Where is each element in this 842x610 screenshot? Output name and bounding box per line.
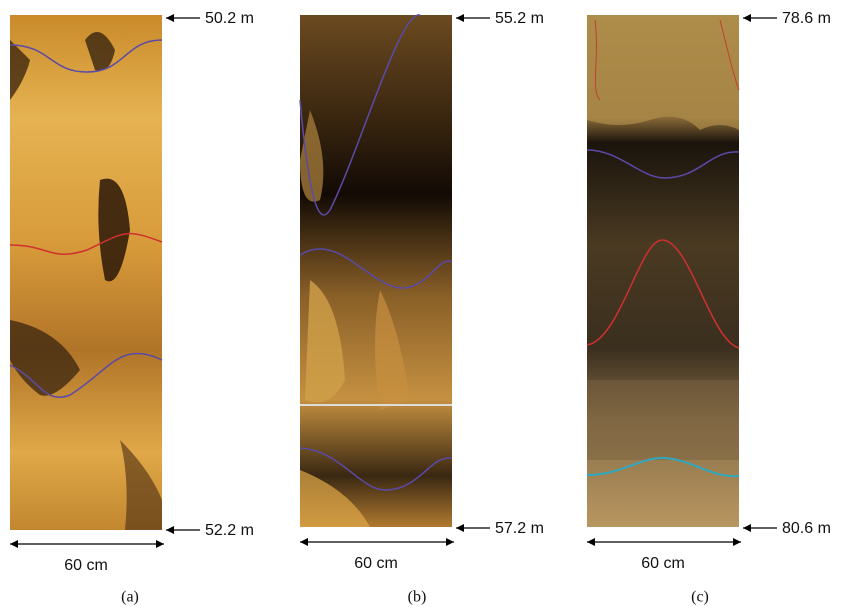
width-label: 60 cm (354, 555, 398, 572)
arrow-head (300, 538, 308, 546)
arrow-head (743, 14, 751, 22)
arrow-head (743, 524, 751, 532)
arrow-head (156, 540, 164, 548)
borehole-image-a (9, 15, 163, 530)
arrow-head (587, 538, 595, 546)
depth-label: 78.6 m (782, 10, 831, 27)
depth-label: 80.6 m (782, 520, 831, 537)
panel-caption: (c) (691, 589, 709, 606)
arrow-head (456, 524, 464, 532)
depth-label: 50.2 m (205, 10, 254, 27)
borehole-image-c (586, 15, 740, 527)
panel-caption: (a) (121, 589, 139, 606)
arrow-head (733, 538, 741, 546)
arrow-head (166, 14, 174, 22)
arrow-head (166, 526, 174, 534)
depth-label: 52.2 m (205, 522, 254, 539)
arrow-head (446, 538, 454, 546)
arrow-head (456, 14, 464, 22)
width-label: 60 cm (641, 555, 685, 572)
panel-caption: (b) (408, 589, 427, 606)
depth-label: 55.2 m (495, 10, 544, 27)
arrow-head (10, 540, 18, 548)
width-label: 60 cm (64, 557, 108, 574)
depth-label: 57.2 m (495, 520, 544, 537)
borehole-image-b (299, 14, 453, 527)
